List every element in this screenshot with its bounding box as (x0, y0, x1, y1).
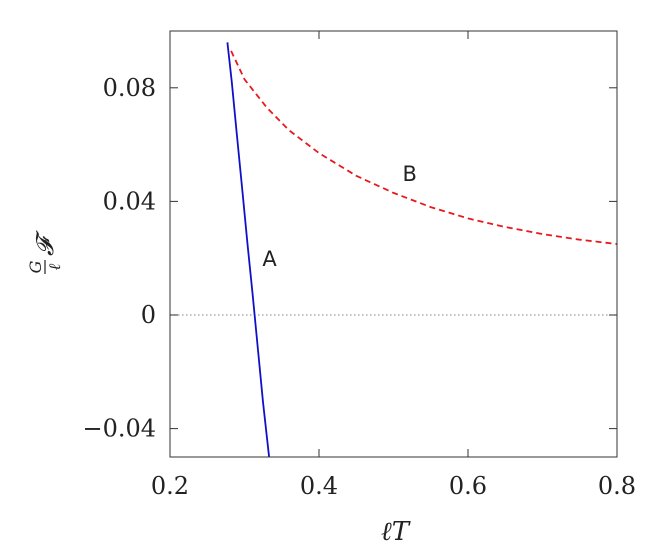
x-tick-label: 0.6 (449, 472, 487, 500)
y-label-func: 𝓕 (31, 230, 59, 256)
x-tick-label: 0.8 (598, 472, 636, 500)
x-axis-label: ℓT (381, 517, 411, 547)
annotation-b: B (402, 162, 416, 186)
y-axis-label: G ℓ 𝓕 (26, 230, 64, 274)
x-tick-label: 0.4 (300, 472, 338, 500)
y-tick-label: 0.08 (103, 74, 156, 102)
series-line-2 (230, 50, 617, 245)
annotation-a: A (262, 247, 277, 271)
y-label-num: G (26, 260, 45, 273)
axis-labels: ℓT G ℓ 𝓕 (26, 230, 411, 547)
x-tick-label: 0.2 (151, 472, 189, 500)
y-label-den: ℓ (45, 263, 64, 270)
ticks-layer: 0.2 0.4 0.6 0.8 −0.04 0 0.04 0.08 (82, 31, 636, 500)
plot-layer: AB (170, 42, 617, 457)
plot-frame (169, 30, 618, 458)
y-tick-label: 0 (141, 301, 156, 329)
y-tick-label: −0.04 (82, 415, 156, 443)
series-line-1 (226, 42, 270, 457)
y-tick-label: 0.04 (103, 187, 156, 215)
